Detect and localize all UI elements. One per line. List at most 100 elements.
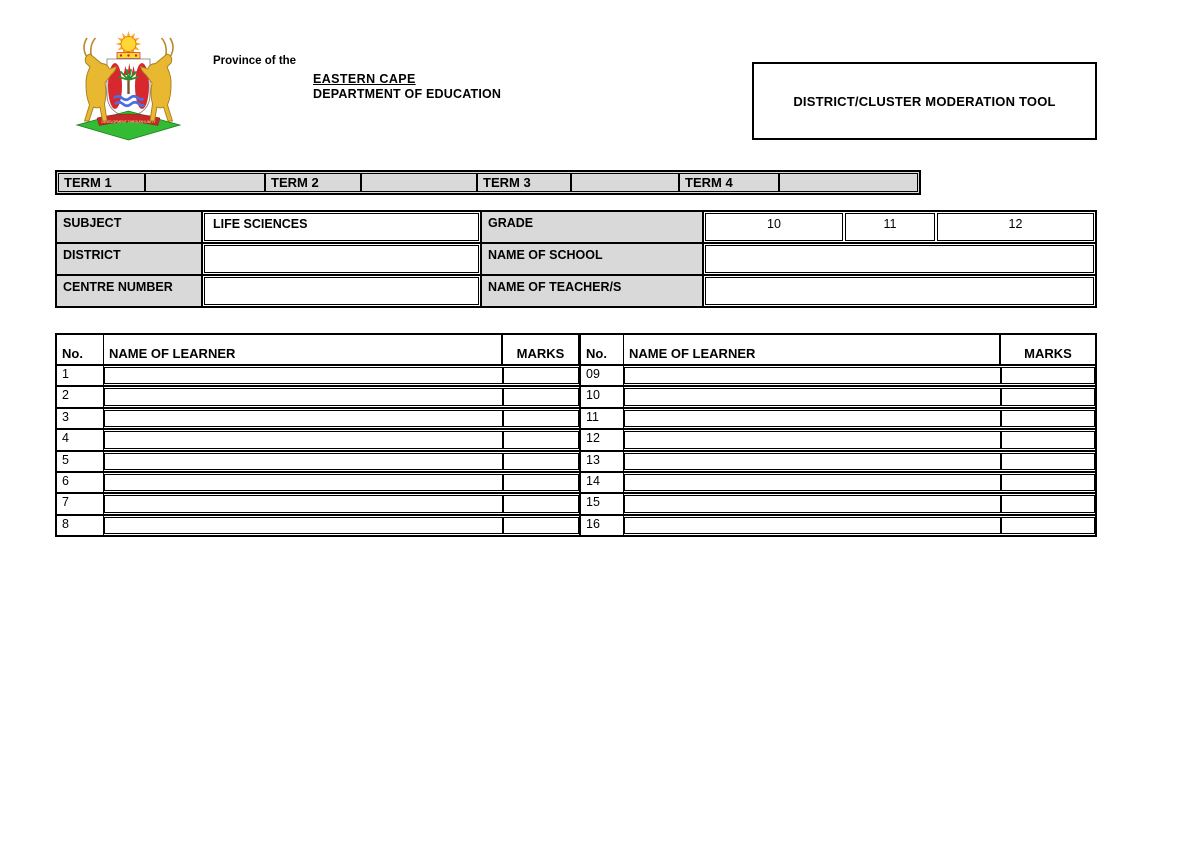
term-2-label: TERM 2 <box>265 173 361 192</box>
teacher-value-field[interactable] <box>705 277 1094 305</box>
row-no-left: 3 <box>57 408 104 429</box>
learner-row: 1 09 <box>57 366 1095 388</box>
subject-value-wrap: LIFE SCIENCES <box>203 212 480 242</box>
marks-field[interactable] <box>1001 388 1095 406</box>
learner-name-field[interactable] <box>104 409 503 428</box>
department-name-text: DEPARTMENT OF EDUCATION <box>313 87 502 101</box>
centre-number-label: CENTRE NUMBER <box>57 276 203 306</box>
term-4-value-cell[interactable] <box>779 173 918 192</box>
grade-11-cell[interactable]: 11 <box>845 213 935 241</box>
learner-name-field[interactable] <box>104 388 503 406</box>
header-name-right: NAME OF LEARNER <box>624 335 1001 364</box>
learner-name-field[interactable] <box>624 388 1001 406</box>
district-value-field[interactable] <box>204 245 479 273</box>
header-marks-right: MARKS <box>1024 346 1072 361</box>
learner-row: 7 15 <box>57 494 1095 516</box>
info-row-district: DISTRICT NAME OF SCHOOL <box>57 244 1095 276</box>
tool-title-box: DISTRICT/CLUSTER MODERATION TOOL <box>752 62 1097 140</box>
marks-field[interactable] <box>503 367 579 385</box>
marks-field[interactable] <box>503 516 579 534</box>
marks-field[interactable] <box>503 452 579 470</box>
row-no-left: 1 <box>57 366 104 386</box>
learner-name-field[interactable] <box>624 431 1001 449</box>
school-value-wrap <box>704 244 1095 274</box>
province-name-text: EASTERN CAPE <box>313 72 416 86</box>
learner-name-field[interactable] <box>624 367 1001 385</box>
row-no-left: 8 <box>57 515 104 535</box>
department-block: EASTERN CAPE DEPARTMENT OF EDUCATION <box>313 72 501 102</box>
marks-field[interactable] <box>1001 473 1095 492</box>
learner-name-field[interactable] <box>624 495 1001 513</box>
marks-field[interactable] <box>1001 367 1095 385</box>
learner-row: 5 13 <box>57 451 1095 473</box>
learner-name-field[interactable] <box>104 495 503 513</box>
header-marks-left: MARKS <box>503 335 579 364</box>
row-no-right: 11 <box>579 408 624 429</box>
school-label: NAME OF SCHOOL <box>480 244 704 274</box>
term-3-value-cell[interactable] <box>571 173 679 192</box>
term-strip: TERM 1 TERM 2 TERM 3 TERM 4 <box>55 170 921 195</box>
learner-name-field[interactable] <box>104 516 503 534</box>
info-row-centre: CENTRE NUMBER NAME OF TEACHER/S <box>57 276 1095 306</box>
centre-number-value-wrap <box>203 276 480 306</box>
row-no-right: 10 <box>579 387 624 407</box>
row-no-left: 6 <box>57 472 104 493</box>
learner-name-field[interactable] <box>624 409 1001 428</box>
school-value-field[interactable] <box>705 245 1094 273</box>
eastern-cape-coat-of-arms-icon: DEVELOPMENT THROUGH UNITY <box>60 27 197 141</box>
learner-name-field[interactable] <box>624 473 1001 492</box>
header-name-left: NAME OF LEARNER <box>104 335 503 364</box>
teacher-label: NAME OF TEACHER/S <box>480 276 704 306</box>
crown-icon <box>116 52 141 59</box>
grade-12-cell[interactable]: 12 <box>937 213 1094 241</box>
marks-field[interactable] <box>503 431 579 449</box>
learner-name-field[interactable] <box>104 473 503 492</box>
row-no-right: 14 <box>579 472 624 493</box>
learner-row: 3 11 <box>57 408 1095 431</box>
centre-number-value-field[interactable] <box>204 277 479 305</box>
header-no-left: No. <box>57 335 104 364</box>
row-no-left: 4 <box>57 430 104 450</box>
row-no-right: 15 <box>579 494 624 514</box>
row-no-left: 5 <box>57 451 104 471</box>
learner-name-field[interactable] <box>104 431 503 449</box>
learner-name-field[interactable] <box>624 452 1001 470</box>
marks-field[interactable] <box>503 495 579 513</box>
learner-name-field[interactable] <box>104 367 503 385</box>
province-prefix-text: Province of the <box>213 55 297 67</box>
kudu-left-icon <box>83 37 117 122</box>
row-no-right: 13 <box>579 451 624 471</box>
row-no-left: 7 <box>57 494 104 514</box>
sun-icon <box>115 31 142 57</box>
marks-field[interactable] <box>1001 452 1095 470</box>
grade-label: GRADE <box>480 212 704 242</box>
grade-10-cell[interactable]: 10 <box>705 213 843 241</box>
marks-field[interactable] <box>1001 431 1095 449</box>
row-no-left: 2 <box>57 387 104 407</box>
subject-value-field[interactable]: LIFE SCIENCES <box>204 213 479 241</box>
marks-field[interactable] <box>1001 409 1095 428</box>
motto-text: DEVELOPMENT THROUGH UNITY <box>102 120 157 124</box>
learner-row: 4 12 <box>57 430 1095 452</box>
marks-field[interactable] <box>503 409 579 428</box>
row-no-right: 09 <box>579 366 624 386</box>
term-2-value-cell[interactable] <box>361 173 477 192</box>
district-value-wrap <box>203 244 480 274</box>
info-row-subject: SUBJECT LIFE SCIENCES GRADE 10 11 12 <box>57 212 1095 244</box>
tool-title-text: DISTRICT/CLUSTER MODERATION TOOL <box>793 93 1056 109</box>
marks-field[interactable] <box>1001 516 1095 534</box>
term-4-label: TERM 4 <box>679 173 779 192</box>
row-no-right: 12 <box>579 430 624 450</box>
teacher-value-wrap <box>704 276 1095 306</box>
marks-field[interactable] <box>503 388 579 406</box>
subject-label: SUBJECT <box>57 212 203 242</box>
learner-table-header: No. NAME OF LEARNER MARKS No. NAME OF LE… <box>57 335 1095 366</box>
term-1-label: TERM 1 <box>58 173 145 192</box>
learner-name-field[interactable] <box>104 452 503 470</box>
marks-field[interactable] <box>1001 495 1095 513</box>
term-1-value-cell[interactable] <box>145 173 265 192</box>
header-no-right: No. <box>579 335 624 364</box>
learner-row: 2 10 <box>57 387 1095 409</box>
marks-field[interactable] <box>503 473 579 492</box>
learner-name-field[interactable] <box>624 516 1001 534</box>
